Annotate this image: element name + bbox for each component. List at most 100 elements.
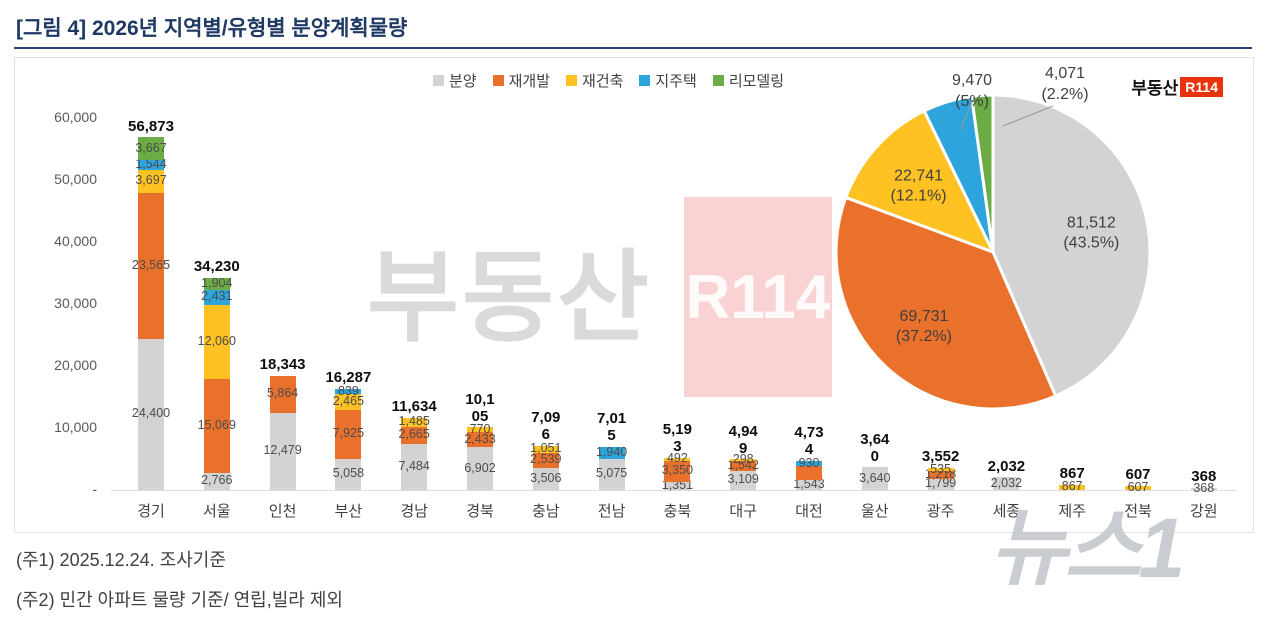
bar-segment-label: 839 [337, 383, 359, 398]
category-label: 경기 [137, 503, 165, 520]
category-label: 서울 [202, 503, 231, 520]
y-tick-label: 50,000 [54, 171, 97, 187]
bar-total-label: 5,19 3 [662, 421, 692, 456]
bar-segment [796, 480, 822, 490]
bar-total-label: 34,230 [193, 257, 240, 275]
bar-segment-label: 535 [930, 461, 952, 476]
legend-label: 분양 [449, 73, 477, 90]
stacked-bar-chart: 24,400 23,565 3,697 1,544 3,667 56,873 경기 2,766… [15, 58, 1253, 532]
bar-segment [203, 379, 230, 473]
bar-total-label: 11,634 [391, 398, 437, 416]
bar-segment [335, 394, 362, 410]
bar-segment [927, 471, 954, 479]
bar-segment-label: 5,058 [332, 466, 365, 481]
bar-segment-label: 770 [469, 421, 491, 436]
pie-slice-label-line: (12.1%) [891, 188, 947, 205]
r114-logo-text: 부동산 [1131, 79, 1179, 98]
bar-segment [138, 169, 164, 193]
title-divider [14, 47, 1252, 49]
pie-slice [844, 109, 995, 254]
bar-segment-label: 2,766 [201, 473, 233, 488]
figure-title: [그림 4] 2026년 지역별/유형별 분양계획물량 [16, 17, 408, 40]
legend-item: 재건축 [566, 70, 623, 91]
bar-total-label: 3,64 0 [860, 430, 890, 465]
bar-segment-label: 492 [666, 451, 688, 466]
bar-segment-label: 368 [1193, 480, 1215, 495]
legend-label: 리모델링 [728, 73, 785, 90]
bar-segment [467, 427, 493, 433]
bar-segment [730, 461, 757, 471]
bar-segment-label: 24,400 [131, 406, 171, 421]
bar-segment-label: 1,544 [135, 156, 167, 171]
bar-segment-label: 3,697 [135, 173, 167, 188]
bar-total-label: 867 [1059, 464, 1085, 482]
bar-segment-label: 2,665 [398, 427, 430, 442]
bar-segment [532, 468, 559, 490]
bar-segment [532, 446, 559, 453]
bar-segment-label: 7,925 [332, 426, 365, 441]
bar-segment [664, 481, 691, 490]
bar-segment [664, 460, 691, 482]
category-label: 경남 [400, 503, 428, 520]
bar-total-label: 18,343 [259, 356, 306, 374]
bar-segment [993, 477, 1020, 490]
bar-segment [203, 304, 230, 380]
bar-total-label: 2,032 [987, 457, 1026, 475]
y-tick-label: 10,000 [54, 419, 97, 435]
bar-segment-label: 5,864 [266, 386, 299, 401]
bar-segment [203, 472, 230, 490]
bar-segment [598, 446, 625, 459]
bar-segment-label: 1,543 [793, 477, 825, 492]
bar-segment [203, 289, 230, 305]
bar-total-label: 10,1 05 [465, 390, 495, 425]
category-label: 광주 [926, 503, 955, 520]
재개발-legend-swatch [492, 75, 504, 86]
y-tick-label: 40,000 [54, 233, 97, 249]
bar-segment-label: 1,485 [398, 414, 430, 429]
bar-segment [1125, 486, 1151, 490]
watermark-brand-text: 부동산 [367, 242, 652, 354]
category-label: 강원 [1189, 503, 1218, 520]
bar-segment [467, 447, 493, 490]
bar-segment-label: 2,431 [201, 289, 233, 304]
bar-segment [269, 376, 296, 413]
bar-segment-label: 3,109 [727, 472, 759, 487]
bar-segment-label: 6,902 [464, 460, 496, 475]
y-tick-label: 60,000 [54, 109, 97, 125]
footnote-1: (주1) 2025.12.24. 조사기준 [16, 550, 226, 570]
bar-segment [598, 458, 625, 490]
chart-area: 부동산 R114 60,000 50,000 40,000 30,000 20,000 1… [14, 57, 1254, 533]
분양-legend-swatch [433, 75, 444, 86]
bar-segment [401, 443, 428, 490]
pie-slice-label-line: 69,731 [899, 308, 948, 325]
pie-slice-label-line: (37.2%) [896, 328, 952, 345]
bar-segment [467, 432, 493, 448]
bar-segment-label: 3,667 [135, 140, 167, 155]
legend-item: 분양 [433, 70, 477, 91]
bar-segment-label: 2,433 [464, 431, 496, 446]
bar-segment-label: 12,060 [197, 334, 236, 349]
bar-segment [532, 452, 559, 469]
bar-segment-label: 3,506 [530, 471, 562, 486]
legend-item: 재개발 [492, 70, 550, 91]
bar-segment [269, 412, 296, 490]
bar-segment [664, 457, 691, 461]
category-label: 충북 [663, 503, 692, 520]
bar-total-label: 4,94 9 [728, 422, 758, 457]
bar-segment-label: 298 [732, 452, 754, 467]
category-label: 대전 [795, 503, 823, 520]
bar-segment [335, 409, 362, 459]
bar-segment-label: 7,484 [398, 458, 430, 473]
legend-item: 지주택 [639, 70, 697, 91]
y-tick-label: 20,000 [54, 357, 97, 373]
bar-segment-label: 1,940 [595, 444, 628, 459]
pie-slice-label-line: (43.5%) [1063, 235, 1119, 252]
pie-label-leader-line [1002, 105, 1054, 127]
category-label: 인천 [268, 503, 297, 520]
category-label: 울산 [860, 503, 889, 520]
axes-layer: 60,000 50,000 40,000 30,000 20,000 10,000 - [15, 58, 1253, 532]
legend-label: 재건축 [582, 73, 624, 90]
bar-total-label: 7,09 6 [531, 409, 561, 444]
bar-total-label: 3,552 [921, 448, 960, 466]
bar-total-label: 368 [1191, 467, 1217, 485]
